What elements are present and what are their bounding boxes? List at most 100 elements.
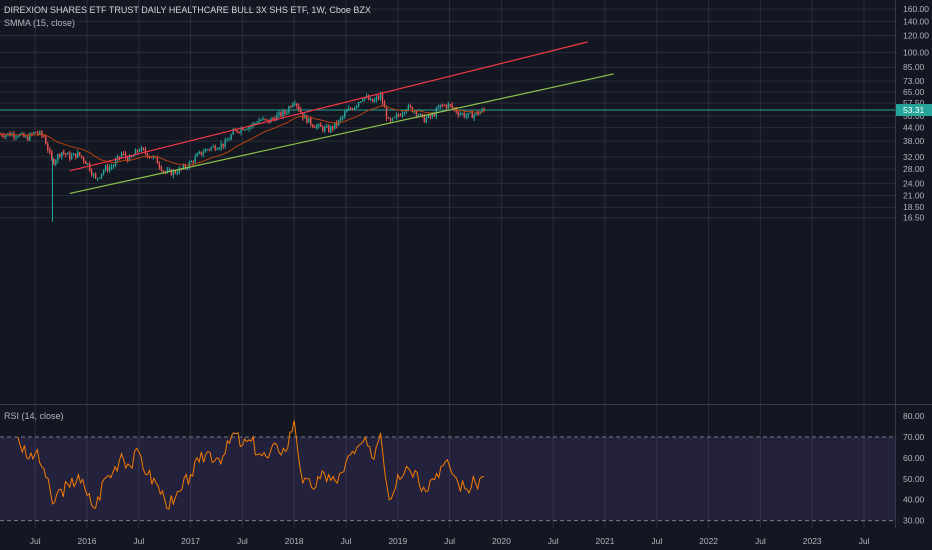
candle-body bbox=[92, 174, 95, 176]
rsi-tick-label: 30.00 bbox=[903, 516, 925, 526]
candle-body bbox=[218, 148, 220, 150]
symbol-title[interactable]: DIREXION SHARES ETF TRUST DAILY HEALTHCA… bbox=[4, 5, 371, 15]
candle-body bbox=[90, 170, 93, 176]
y-tick-label: 140.00 bbox=[903, 16, 929, 26]
candle-body bbox=[417, 115, 420, 117]
candle-body bbox=[78, 152, 81, 156]
candle-body bbox=[469, 112, 471, 114]
price-badge-bg bbox=[896, 104, 932, 117]
candle-body bbox=[84, 161, 87, 164]
candle-body bbox=[202, 152, 204, 155]
rsi-legend[interactable]: RSI (14, close) bbox=[4, 411, 64, 421]
candle-body bbox=[114, 160, 117, 166]
candle-body bbox=[176, 173, 179, 175]
candle-body bbox=[286, 112, 288, 114]
candlestick-series bbox=[0, 91, 485, 222]
pane-separator[interactable] bbox=[0, 0, 932, 528]
rsi-line bbox=[17, 420, 485, 510]
candle-body bbox=[192, 161, 194, 163]
candle-body bbox=[120, 153, 123, 158]
candle-body bbox=[232, 130, 234, 135]
y-tick-label: 16.50 bbox=[903, 213, 925, 223]
candle-body bbox=[226, 140, 228, 142]
candle-body bbox=[431, 114, 434, 117]
candle-body bbox=[399, 115, 402, 117]
candle-body bbox=[455, 108, 457, 113]
candle-body bbox=[409, 105, 412, 108]
candle-body bbox=[441, 104, 443, 106]
candle-body bbox=[39, 131, 41, 134]
y-tick-label: 57.50 bbox=[903, 98, 925, 108]
rsi-tick-label: 80.00 bbox=[903, 411, 925, 421]
candle-body bbox=[330, 126, 332, 132]
candle-body bbox=[401, 113, 404, 116]
candle-body bbox=[96, 178, 99, 180]
candle-body bbox=[262, 118, 264, 121]
smma-legend[interactable]: SMMA (15, close) bbox=[4, 18, 76, 28]
candle-body bbox=[108, 167, 111, 171]
y-tick-label: 32.00 bbox=[903, 152, 925, 162]
candle-body bbox=[353, 107, 356, 110]
trendlines[interactable] bbox=[69, 41, 614, 195]
candle-body bbox=[459, 113, 461, 115]
candle-body bbox=[230, 134, 232, 140]
candle-body bbox=[395, 114, 398, 117]
candle-body bbox=[240, 128, 242, 133]
candle-body bbox=[296, 103, 298, 106]
candle-body bbox=[194, 156, 196, 163]
candle-body bbox=[391, 117, 394, 121]
x-tick-label: Jul bbox=[755, 536, 766, 546]
candle-body bbox=[33, 132, 35, 134]
x-tick-label: Jul bbox=[237, 536, 248, 546]
candle-body bbox=[292, 103, 294, 107]
candle-body bbox=[158, 163, 161, 168]
candle-body bbox=[363, 97, 366, 100]
candle-body bbox=[55, 160, 57, 165]
candle-body bbox=[21, 133, 23, 135]
x-tick-label: Jul bbox=[133, 536, 144, 546]
y-tick-label: 73.00 bbox=[903, 76, 925, 86]
candle-body bbox=[447, 104, 449, 108]
candle-body bbox=[381, 94, 384, 104]
candle-body bbox=[443, 105, 445, 107]
candle-body bbox=[336, 122, 338, 126]
candle-body bbox=[310, 118, 312, 125]
candle-body bbox=[475, 112, 477, 115]
candle-body bbox=[260, 120, 262, 122]
candle-body bbox=[216, 149, 218, 151]
candle-body bbox=[132, 155, 135, 157]
candle-body bbox=[284, 110, 286, 114]
candle-body bbox=[59, 154, 61, 157]
last-price-badge: 53.31 bbox=[896, 104, 932, 117]
time-axis[interactable]: Jul 2016 Jul 2017 Jul 2018 Jul 2019 Jul 2020 Jul 20… bbox=[30, 536, 870, 546]
rsi-axis[interactable]: 80.00 70.00 60.00 50.00 40.00 30.00 bbox=[903, 411, 925, 525]
candle-body bbox=[302, 112, 304, 119]
candle-body bbox=[130, 156, 133, 158]
candle-body bbox=[332, 126, 334, 129]
candle-body bbox=[206, 149, 208, 151]
y-tick-label: 28.00 bbox=[903, 164, 925, 174]
candle-body bbox=[1, 134, 3, 136]
x-tick-label: 2023 bbox=[803, 536, 822, 546]
candle-body bbox=[63, 152, 65, 154]
x-tick-label: Jul bbox=[651, 536, 662, 546]
candle-body bbox=[222, 143, 224, 147]
candle-body bbox=[371, 98, 374, 102]
candle-body bbox=[308, 118, 310, 123]
candle-body bbox=[140, 147, 143, 151]
candle-body bbox=[160, 167, 163, 171]
rsi-tick-label: 50.00 bbox=[903, 474, 925, 484]
candle-body bbox=[228, 139, 230, 141]
candle-body bbox=[112, 165, 115, 167]
candle-body bbox=[339, 117, 342, 121]
candle-body bbox=[86, 163, 89, 165]
candle-body bbox=[367, 96, 370, 100]
candle-body bbox=[71, 155, 73, 160]
candle-body bbox=[102, 170, 105, 174]
rsi-overbought-oversold-band bbox=[0, 437, 895, 521]
candle-body bbox=[43, 135, 45, 137]
candle-body bbox=[320, 124, 322, 127]
candle-body bbox=[210, 147, 212, 150]
candle-body bbox=[347, 108, 350, 111]
